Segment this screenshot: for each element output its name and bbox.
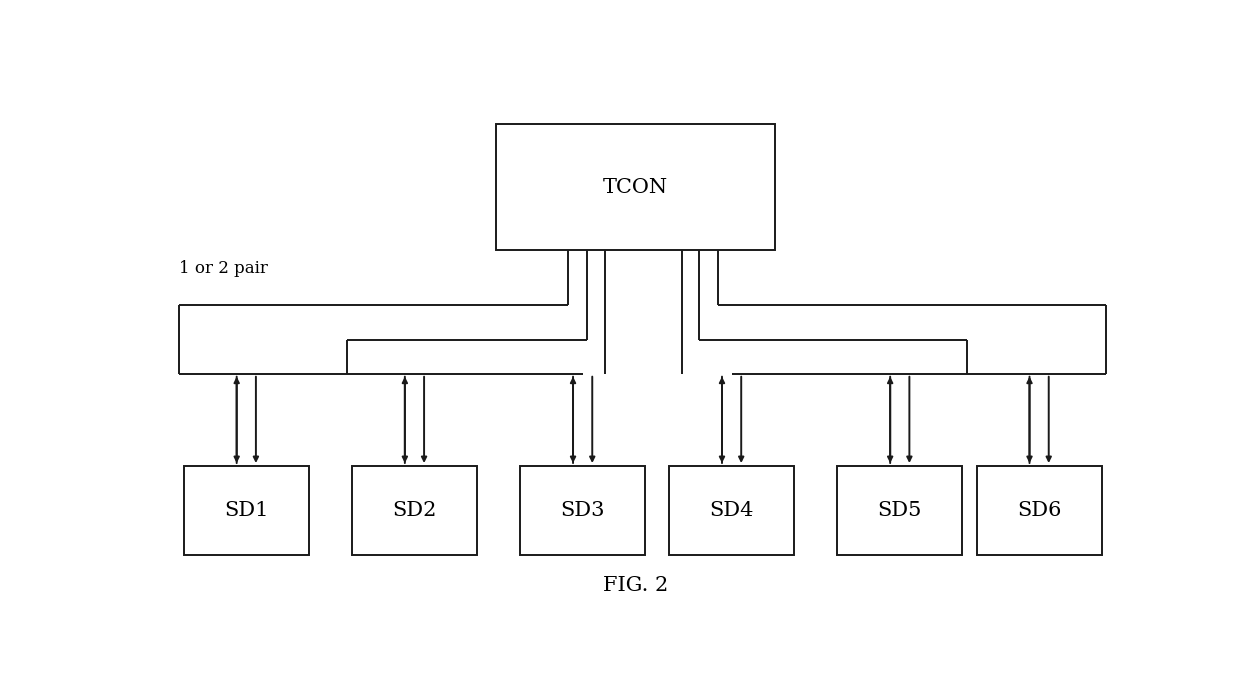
FancyBboxPatch shape	[496, 124, 775, 250]
Text: SD2: SD2	[392, 501, 436, 520]
Text: SD1: SD1	[224, 501, 269, 520]
Text: SD5: SD5	[878, 501, 923, 520]
Text: 1 or 2 pair: 1 or 2 pair	[179, 260, 268, 277]
FancyBboxPatch shape	[184, 466, 309, 555]
FancyBboxPatch shape	[977, 466, 1101, 555]
FancyBboxPatch shape	[521, 466, 645, 555]
Text: SD3: SD3	[560, 501, 605, 520]
Text: SD4: SD4	[709, 501, 754, 520]
FancyBboxPatch shape	[352, 466, 477, 555]
FancyBboxPatch shape	[837, 466, 962, 555]
Text: TCON: TCON	[603, 178, 668, 197]
Text: SD6: SD6	[1017, 501, 1061, 520]
FancyBboxPatch shape	[670, 466, 794, 555]
Text: FIG. 2: FIG. 2	[603, 576, 668, 595]
